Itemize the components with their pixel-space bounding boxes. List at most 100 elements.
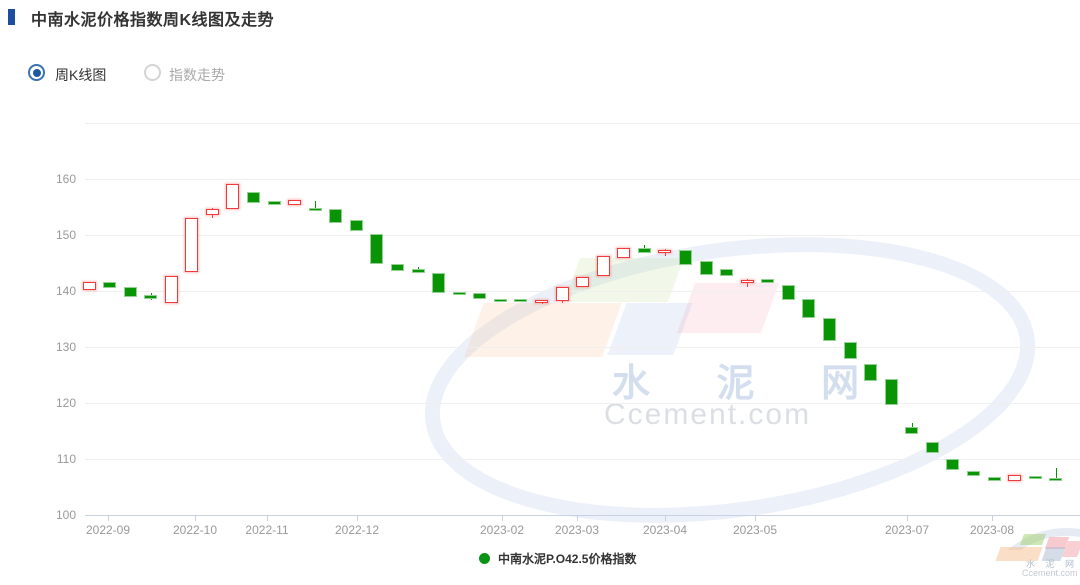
- candle: [432, 273, 446, 294]
- candle: [185, 218, 199, 272]
- candle: [391, 264, 405, 271]
- candle: [658, 249, 672, 253]
- candle: [823, 318, 837, 342]
- x-axis-tick: [357, 515, 358, 521]
- radio-weekly-kline-label[interactable]: 周K线图: [55, 67, 107, 83]
- candle: [1008, 475, 1022, 481]
- candle: [637, 248, 651, 254]
- watermark-tile-peach: [464, 303, 622, 357]
- candle: [617, 248, 631, 258]
- x-axis-label: 2023-02: [479, 523, 525, 537]
- candle: [967, 470, 980, 477]
- candle: [596, 256, 610, 277]
- candle-wick: [315, 201, 317, 211]
- candle: [679, 250, 693, 266]
- x-axis-tick: [195, 515, 196, 521]
- candle: [288, 199, 302, 205]
- x-axis-line: [85, 515, 1080, 516]
- gridline: [85, 459, 1080, 460]
- gridline: [85, 403, 1080, 404]
- x-axis-tick: [108, 515, 109, 521]
- x-axis-label: 2022-10: [172, 523, 218, 537]
- candlestick-chart: 水 泥 网 Ccement.com 100 110 120 130 140 150 160 2…: [0, 110, 1080, 550]
- watermark-cn-text: 水 泥 网: [612, 363, 888, 405]
- y-axis-label: 160: [55, 172, 76, 186]
- candle: [740, 279, 754, 283]
- x-axis-label: 2022-12: [334, 523, 380, 537]
- candle: [411, 269, 425, 274]
- x-axis-tick: [577, 515, 578, 521]
- candle: [843, 341, 857, 360]
- watermark-swoosh: [424, 237, 1080, 550]
- page-title: 中南水泥价格指数周K线图及走势: [31, 12, 275, 29]
- radio-index-trend-label[interactable]: 指数走势: [169, 67, 225, 83]
- candle: [925, 442, 939, 453]
- x-axis-label: 2022-09: [85, 523, 131, 537]
- candle: [473, 293, 487, 300]
- candle: [144, 295, 158, 300]
- x-axis-tick: [502, 515, 503, 521]
- candle: [555, 286, 569, 302]
- x-axis-tick: [992, 515, 993, 521]
- x-axis-label: 2023-08: [969, 523, 1015, 537]
- candle: [1049, 478, 1063, 482]
- candle: [1028, 476, 1042, 480]
- candle: [761, 279, 775, 284]
- x-axis-tick: [267, 515, 268, 521]
- candle: [987, 476, 1001, 481]
- legend-dot-icon: [479, 553, 490, 564]
- candle: [123, 287, 137, 297]
- title-accent-bar: [8, 9, 15, 25]
- x-axis-label: 2023-03: [554, 523, 600, 537]
- x-axis-label: 2023-05: [732, 523, 778, 537]
- y-axis-label: 130: [55, 340, 76, 354]
- candle: [226, 184, 240, 209]
- x-axis-label: 2023-07: [884, 523, 930, 537]
- candle: [781, 285, 795, 300]
- candle: [535, 299, 549, 304]
- candle: [267, 201, 281, 205]
- candle: [370, 234, 384, 264]
- candle: [452, 292, 466, 296]
- candle: [103, 282, 117, 289]
- candle: [164, 276, 178, 304]
- candle: [514, 299, 528, 303]
- gridline: [85, 347, 1080, 348]
- gridline: [85, 179, 1080, 180]
- corner-logo-cn-text: 水 泥 网: [1026, 559, 1079, 569]
- radio-weekly-kline[interactable]: [28, 64, 45, 81]
- gridline: [85, 291, 1080, 292]
- candle: [205, 208, 219, 215]
- gridline: [85, 123, 1080, 124]
- candle: [493, 298, 507, 303]
- gridline: [85, 235, 1080, 236]
- candle: [720, 269, 734, 277]
- candle: [82, 282, 96, 291]
- x-axis-label: 2022-11: [245, 523, 289, 537]
- candle: [884, 379, 898, 405]
- x-axis-tick: [907, 515, 908, 521]
- candle: [905, 426, 919, 434]
- y-axis-label: 120: [55, 396, 76, 410]
- candle: [247, 191, 261, 204]
- corner-logo-site-text: Ccement.com: [1022, 568, 1078, 578]
- candle: [864, 363, 878, 381]
- series-legend[interactable]: 中南水泥P.O42.5价格指数: [479, 550, 636, 567]
- x-axis-tick: [755, 515, 756, 521]
- candle: [308, 207, 322, 211]
- candle-wick: [1055, 467, 1057, 481]
- y-axis-label: 110: [56, 452, 76, 466]
- candle: [946, 459, 960, 470]
- candle: [802, 299, 816, 319]
- y-axis-label: 100: [55, 508, 76, 522]
- x-axis-tick: [665, 515, 666, 521]
- candle-wick: [747, 279, 749, 287]
- candle: [349, 219, 363, 232]
- candle: [576, 277, 590, 287]
- legend-label: 中南水泥P.O42.5价格指数: [498, 552, 637, 566]
- radio-index-trend[interactable]: [144, 64, 161, 81]
- x-axis-label: 2023-04: [642, 523, 688, 537]
- y-axis-label: 150: [55, 228, 76, 242]
- candle: [329, 209, 343, 223]
